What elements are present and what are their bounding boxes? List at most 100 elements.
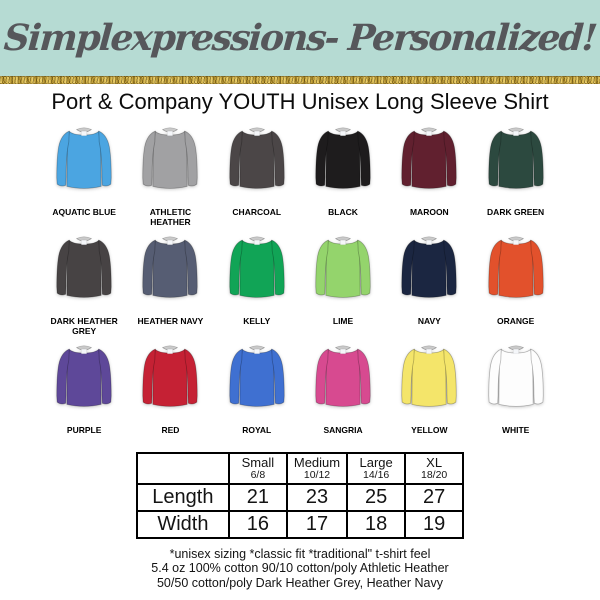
size-value-cell: 21 <box>227 482 288 512</box>
color-label: KELLY <box>243 316 271 326</box>
neck-tag <box>426 130 433 136</box>
crew-collar <box>76 236 93 242</box>
size-value-cell: 23 <box>285 482 349 512</box>
shirt-swatch: DARK GREEN <box>472 119 558 228</box>
long-sleeve-shirt-icon <box>56 127 112 189</box>
shirt-swatch: KELLY <box>214 228 300 337</box>
long-sleeve-shirt-icon <box>229 127 285 189</box>
size-value-cell: 17 <box>285 509 349 539</box>
long-sleeve-shirt-icon <box>401 127 457 189</box>
size-table-row: Width 16 17 18 19 <box>135 509 465 539</box>
crew-collar <box>162 236 179 242</box>
long-sleeve-shirt-icon <box>229 236 285 298</box>
crew-collar <box>248 236 265 242</box>
shirt-swatch: LIME <box>300 228 386 337</box>
glitter-divider <box>0 76 600 84</box>
neck-tag <box>340 239 346 245</box>
crew-collar <box>507 127 524 133</box>
neck-tag <box>81 130 88 136</box>
shirt-swatch: WHITE <box>472 337 558 446</box>
shirt-swatch: BLACK <box>300 119 386 228</box>
crew-collar <box>248 127 265 133</box>
shirt-swatch: PURPLE <box>41 337 127 446</box>
long-sleeve-shirt-icon <box>142 345 199 407</box>
size-col-header: Medium 10/12 <box>285 452 349 485</box>
size-value-cell: 27 <box>404 482 465 512</box>
shirt-swatch: HEATHER NAVY <box>127 228 213 337</box>
crew-collar <box>421 345 438 351</box>
neck-tag <box>167 130 174 136</box>
shirt-swatch: DARK HEATHER GREY <box>41 228 127 337</box>
crew-collar <box>335 236 352 242</box>
long-sleeve-shirt-icon <box>315 236 371 298</box>
size-row-header: Length <box>135 482 230 512</box>
shirt-swatch: MAROON <box>386 119 472 228</box>
neck-tag <box>512 348 519 354</box>
long-sleeve-shirt-icon <box>142 127 199 189</box>
color-label: CHARCOAL <box>232 207 282 217</box>
size-value-cell: 19 <box>404 509 465 539</box>
product-title: Port & Company YOUTH Unisex Long Sleeve … <box>51 89 549 114</box>
size-table-header-row: Small 6/8 Medium 10/12 Large 14/16 XL 18/20 <box>135 452 465 485</box>
shirt-swatch: SANGRIA <box>300 337 386 446</box>
neck-tag <box>167 239 174 245</box>
crew-collar <box>162 127 179 133</box>
long-sleeve-shirt-icon <box>142 236 199 298</box>
neck-tag <box>253 130 260 136</box>
neck-tag <box>426 348 433 354</box>
long-sleeve-shirt-icon <box>487 236 544 298</box>
neck-tag <box>340 130 346 136</box>
long-sleeve-shirt-icon <box>229 345 285 407</box>
size-row-header: Width <box>135 509 230 539</box>
shirt-swatch: NAVY <box>386 228 472 337</box>
color-label: MAROON <box>409 207 449 217</box>
size-col-header: Large 14/16 <box>346 452 407 485</box>
shirt-swatch: AQUATIC BLUE <box>41 119 127 228</box>
color-label: SANGRIA <box>323 425 363 435</box>
color-label: HEATHER NAVY <box>137 316 204 326</box>
footnote-line: 5.4 oz 100% cotton 90/10 cotton/poly Ath… <box>151 561 449 576</box>
size-col-header: Small 6/8 <box>227 452 288 485</box>
long-sleeve-shirt-icon <box>487 127 544 189</box>
brand-script-text: Simplexpressions- Personalized! <box>2 17 598 59</box>
color-label: NAVY <box>417 316 441 326</box>
color-label: LIME <box>332 316 354 326</box>
crew-collar <box>507 345 524 351</box>
footnote-line: *unisex sizing *classic fit *traditional… <box>169 546 431 561</box>
long-sleeve-shirt-icon <box>56 236 112 298</box>
crew-collar <box>248 345 265 351</box>
long-sleeve-shirt-icon <box>487 345 544 407</box>
color-label: PURPLE <box>66 425 102 435</box>
neck-tag <box>340 348 346 354</box>
neck-tag <box>253 348 260 354</box>
size-table-body: Length 21 23 25 27 Width 16 17 18 19 <box>135 482 465 539</box>
long-sleeve-shirt-icon <box>401 345 457 407</box>
color-label: AQUATIC BLUE <box>52 207 116 217</box>
shirt-grid: AQUATIC BLUE ATHLETIC HEATHER <box>41 119 559 446</box>
shirt-swatch: ROYAL <box>214 337 300 446</box>
size-col-header: XL 18/20 <box>404 452 465 485</box>
color-label: ATHLETIC HEATHER <box>149 207 192 228</box>
color-label: BLACK <box>328 207 358 217</box>
footnotes: *unisex sizing *classic fit *traditional… <box>0 547 600 591</box>
color-label: DARK GREEN <box>487 207 545 217</box>
long-sleeve-shirt-icon <box>315 345 371 407</box>
long-sleeve-shirt-icon <box>56 345 112 407</box>
size-table: Small 6/8 Medium 10/12 Large 14/16 XL 18/20 Len… <box>135 452 465 539</box>
color-label: YELLOW <box>411 425 448 435</box>
corner-cell <box>135 452 230 485</box>
crew-collar <box>335 345 352 351</box>
neck-tag <box>512 239 519 245</box>
size-value-cell: 16 <box>227 509 288 539</box>
long-sleeve-shirt-icon <box>315 127 371 189</box>
crew-collar <box>76 345 93 351</box>
shirt-swatch: RED <box>127 337 213 446</box>
color-label: WHITE <box>501 425 530 435</box>
crew-collar <box>421 127 438 133</box>
shirt-swatch: YELLOW <box>386 337 472 446</box>
crew-collar <box>335 127 352 133</box>
neck-tag <box>253 239 260 245</box>
crew-collar <box>507 236 524 242</box>
long-sleeve-shirt-icon <box>401 236 457 298</box>
size-value-cell: 18 <box>346 509 407 539</box>
